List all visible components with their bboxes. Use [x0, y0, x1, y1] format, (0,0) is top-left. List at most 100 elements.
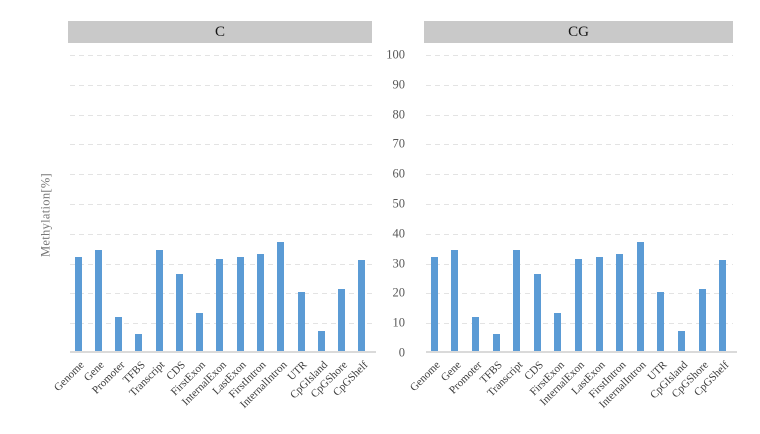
bar-CDS [533, 274, 541, 352]
bars-container [68, 55, 372, 352]
bar-slot-CpGShore [692, 55, 713, 352]
bar-slot-Promoter [465, 55, 486, 352]
gridline-100 [70, 55, 372, 56]
bar-InternalIntron [277, 242, 285, 352]
bar-slot-InternalExon [568, 55, 589, 352]
y-tick-label: 70 [392, 136, 406, 151]
bar-CpGShore [338, 289, 346, 352]
y-axis-labels: 0 10 20 30 40 50 60 70 80 90 100 [372, 48, 406, 360]
y-tick-label: 30 [392, 256, 406, 271]
y-tick-label: 60 [392, 166, 406, 181]
bar-slot-CpGShelf [712, 55, 733, 352]
gridline-60 [426, 174, 733, 176]
bar-InternalExon [216, 258, 224, 352]
gridline-70 [70, 144, 372, 146]
bar-Genome [74, 256, 82, 352]
bar-slot-LastExon [230, 55, 250, 352]
panel-c: C Genome Gene Promoter TFBS Transcript CDS Fir… [52, 21, 376, 411]
bar-TFBS [135, 333, 143, 352]
gridline-40 [70, 233, 372, 235]
bars-container [424, 55, 733, 352]
bar-LastExon [595, 256, 603, 352]
panel-c-plot-area [68, 55, 376, 353]
bar-slot-CpGIsland [311, 55, 331, 352]
bar-slot-Genome [68, 55, 88, 352]
y-tick-label: 90 [392, 77, 406, 92]
bar-Transcript [155, 250, 163, 352]
bar-InternalExon [574, 258, 582, 352]
bar-slot-InternalIntron [630, 55, 651, 352]
gridline-100 [426, 55, 733, 56]
bar-slot-CpGShelf [352, 55, 372, 352]
y-tick-label: 20 [392, 285, 406, 300]
bar-FirstIntron [257, 254, 265, 352]
bar-slot-FirstIntron [250, 55, 270, 352]
bar-CDS [175, 274, 183, 352]
panel-cg-header: CG [424, 21, 733, 43]
bar-slot-FirstIntron [609, 55, 630, 352]
y-tick-label: 100 [386, 47, 405, 62]
gridline-50 [70, 204, 372, 205]
x-axis-line [426, 351, 737, 353]
bar-slot-Promoter [109, 55, 129, 352]
panel-cg-plot-area [424, 55, 737, 353]
panel-cg-x-axis-labels: Genome Gene Promoter TFBS Transcript CDS First… [408, 357, 733, 434]
y-tick-label: 50 [392, 196, 406, 211]
bar-slot-UTR [291, 55, 311, 352]
bar-slot-InternalExon [210, 55, 230, 352]
bar-Transcript [513, 250, 521, 352]
bar-slot-Gene [445, 55, 466, 352]
gridline-80 [70, 114, 372, 116]
y-tick-label: 80 [392, 107, 406, 122]
bar-CpGShelf [719, 259, 727, 352]
bar-UTR [657, 292, 665, 352]
y-axis-title: Methylation[%] [38, 172, 53, 258]
bar-slot-CpGShore [331, 55, 351, 352]
bar-CpGShore [698, 289, 706, 352]
panel-c-header: C [68, 21, 372, 43]
bar-slot-FirstExon [548, 55, 569, 352]
y-tick-label: 40 [392, 226, 406, 241]
gridline-70 [426, 144, 733, 146]
x-tick-label: Genome [407, 359, 443, 394]
x-tick-label: Genome [51, 359, 87, 394]
bar-Gene [94, 250, 102, 352]
bar-slot-CDS [169, 55, 189, 352]
panel-cg: CG Genome Gene Promoter TFBS Transcript CDS Fi… [408, 21, 737, 411]
bar-slot-TFBS [486, 55, 507, 352]
bar-FirstExon [554, 313, 562, 352]
gridline-90 [426, 84, 733, 86]
bar-slot-Gene [88, 55, 108, 352]
bar-slot-Genome [424, 55, 445, 352]
bar-Genome [430, 256, 438, 352]
bar-slot-Transcript [506, 55, 527, 352]
bar-CpGIsland [677, 331, 685, 352]
bar-CpGIsland [317, 331, 325, 352]
gridline-80 [426, 114, 733, 116]
bar-slot-UTR [651, 55, 672, 352]
gridline-40 [426, 233, 733, 235]
bar-slot-InternalIntron [271, 55, 291, 352]
bar-Promoter [115, 317, 123, 352]
y-tick-label: 0 [398, 345, 405, 360]
bar-Gene [451, 250, 459, 352]
gridline-60 [70, 174, 372, 176]
bar-slot-LastExon [589, 55, 610, 352]
bar-CpGShelf [358, 259, 366, 352]
bar-slot-Transcript [149, 55, 169, 352]
bar-slot-CpGIsland [671, 55, 692, 352]
bar-FirstExon [196, 313, 204, 352]
bar-LastExon [236, 256, 244, 352]
bar-FirstIntron [616, 254, 624, 352]
x-axis-line [70, 351, 376, 353]
bar-Promoter [471, 317, 479, 352]
bar-slot-CDS [527, 55, 548, 352]
bar-UTR [297, 292, 305, 352]
gridline-90 [70, 84, 372, 86]
y-tick-label: 10 [392, 315, 406, 330]
bar-slot-FirstExon [190, 55, 210, 352]
bar-InternalIntron [636, 242, 644, 352]
bar-slot-TFBS [129, 55, 149, 352]
panel-c-x-axis-labels: Genome Gene Promoter TFBS Transcript CDS First… [52, 357, 372, 434]
